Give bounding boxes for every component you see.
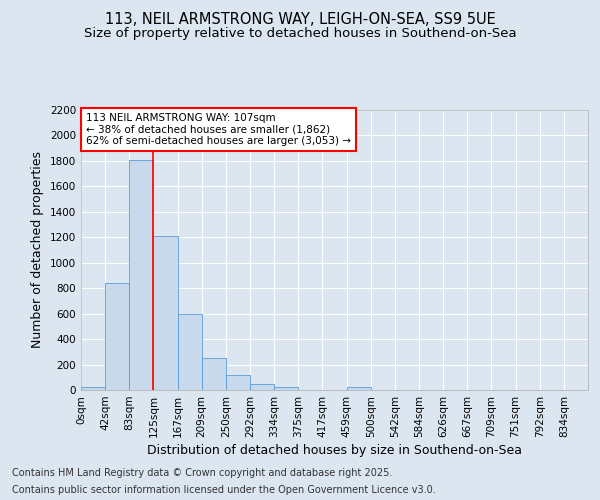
Text: 113, NEIL ARMSTRONG WAY, LEIGH-ON-SEA, SS9 5UE: 113, NEIL ARMSTRONG WAY, LEIGH-ON-SEA, S… xyxy=(104,12,496,28)
X-axis label: Distribution of detached houses by size in Southend-on-Sea: Distribution of detached houses by size … xyxy=(147,444,522,457)
Bar xyxy=(274,387,298,390)
Bar xyxy=(226,374,250,390)
Bar xyxy=(202,358,226,390)
Bar xyxy=(81,387,105,390)
Text: 113 NEIL ARMSTRONG WAY: 107sqm
← 38% of detached houses are smaller (1,862)
62% : 113 NEIL ARMSTRONG WAY: 107sqm ← 38% of … xyxy=(86,113,351,146)
Bar xyxy=(178,314,202,390)
Text: Contains HM Land Registry data © Crown copyright and database right 2025.: Contains HM Land Registry data © Crown c… xyxy=(12,468,392,477)
Bar xyxy=(347,388,371,390)
Y-axis label: Number of detached properties: Number of detached properties xyxy=(31,152,44,348)
Bar xyxy=(105,283,129,390)
Text: Size of property relative to detached houses in Southend-on-Sea: Size of property relative to detached ho… xyxy=(83,28,517,40)
Bar xyxy=(129,160,154,390)
Text: Contains public sector information licensed under the Open Government Licence v3: Contains public sector information licen… xyxy=(12,485,436,495)
Bar xyxy=(154,236,178,390)
Bar xyxy=(250,384,274,390)
